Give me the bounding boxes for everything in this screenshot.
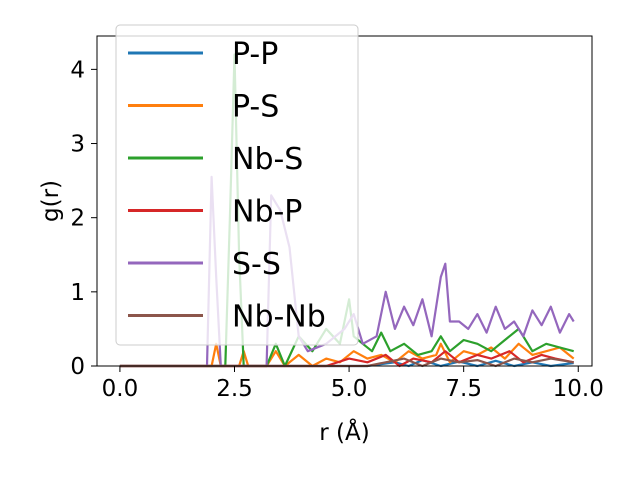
- legend-label-nb-s: Nb-S: [232, 142, 303, 177]
- series-line-nb-nb: [119, 357, 574, 368]
- series-line-p-s: [119, 342, 575, 368]
- x-axis-label: r (Å): [319, 418, 369, 446]
- legend-box: [115, 24, 359, 346]
- y-axis-label: g(r): [38, 180, 64, 222]
- legend-label-s-s: S-S: [232, 247, 281, 282]
- x-tick-label: 10.0: [553, 376, 604, 402]
- legend-label-nb-p: Nb-P: [232, 195, 302, 230]
- legend: P-P P-S Nb-S Nb-P S-S Nb-Nb: [115, 24, 359, 346]
- y-tick-label: 4: [70, 57, 85, 83]
- legend-label-p-p: P-P: [232, 37, 278, 72]
- x-tick-label: 7.5: [445, 376, 482, 402]
- legend-label-nb-nb: Nb-Nb: [232, 300, 326, 335]
- y-tick-label: 3: [70, 132, 85, 158]
- x-tick-label: 2.5: [216, 376, 253, 402]
- series-line-nb-p: [119, 350, 574, 368]
- y-tick-label: 0: [70, 354, 85, 380]
- y-tick-label: 2: [70, 206, 85, 232]
- axis-ticks: 0.0 2.5 5.0 7.5 10.0 0 1 2 3 4: [70, 57, 604, 402]
- legend-label-p-s: P-S: [232, 90, 279, 125]
- x-tick-label: 0.0: [102, 376, 139, 402]
- x-tick-label: 5.0: [331, 376, 368, 402]
- y-tick-label: 1: [70, 280, 85, 306]
